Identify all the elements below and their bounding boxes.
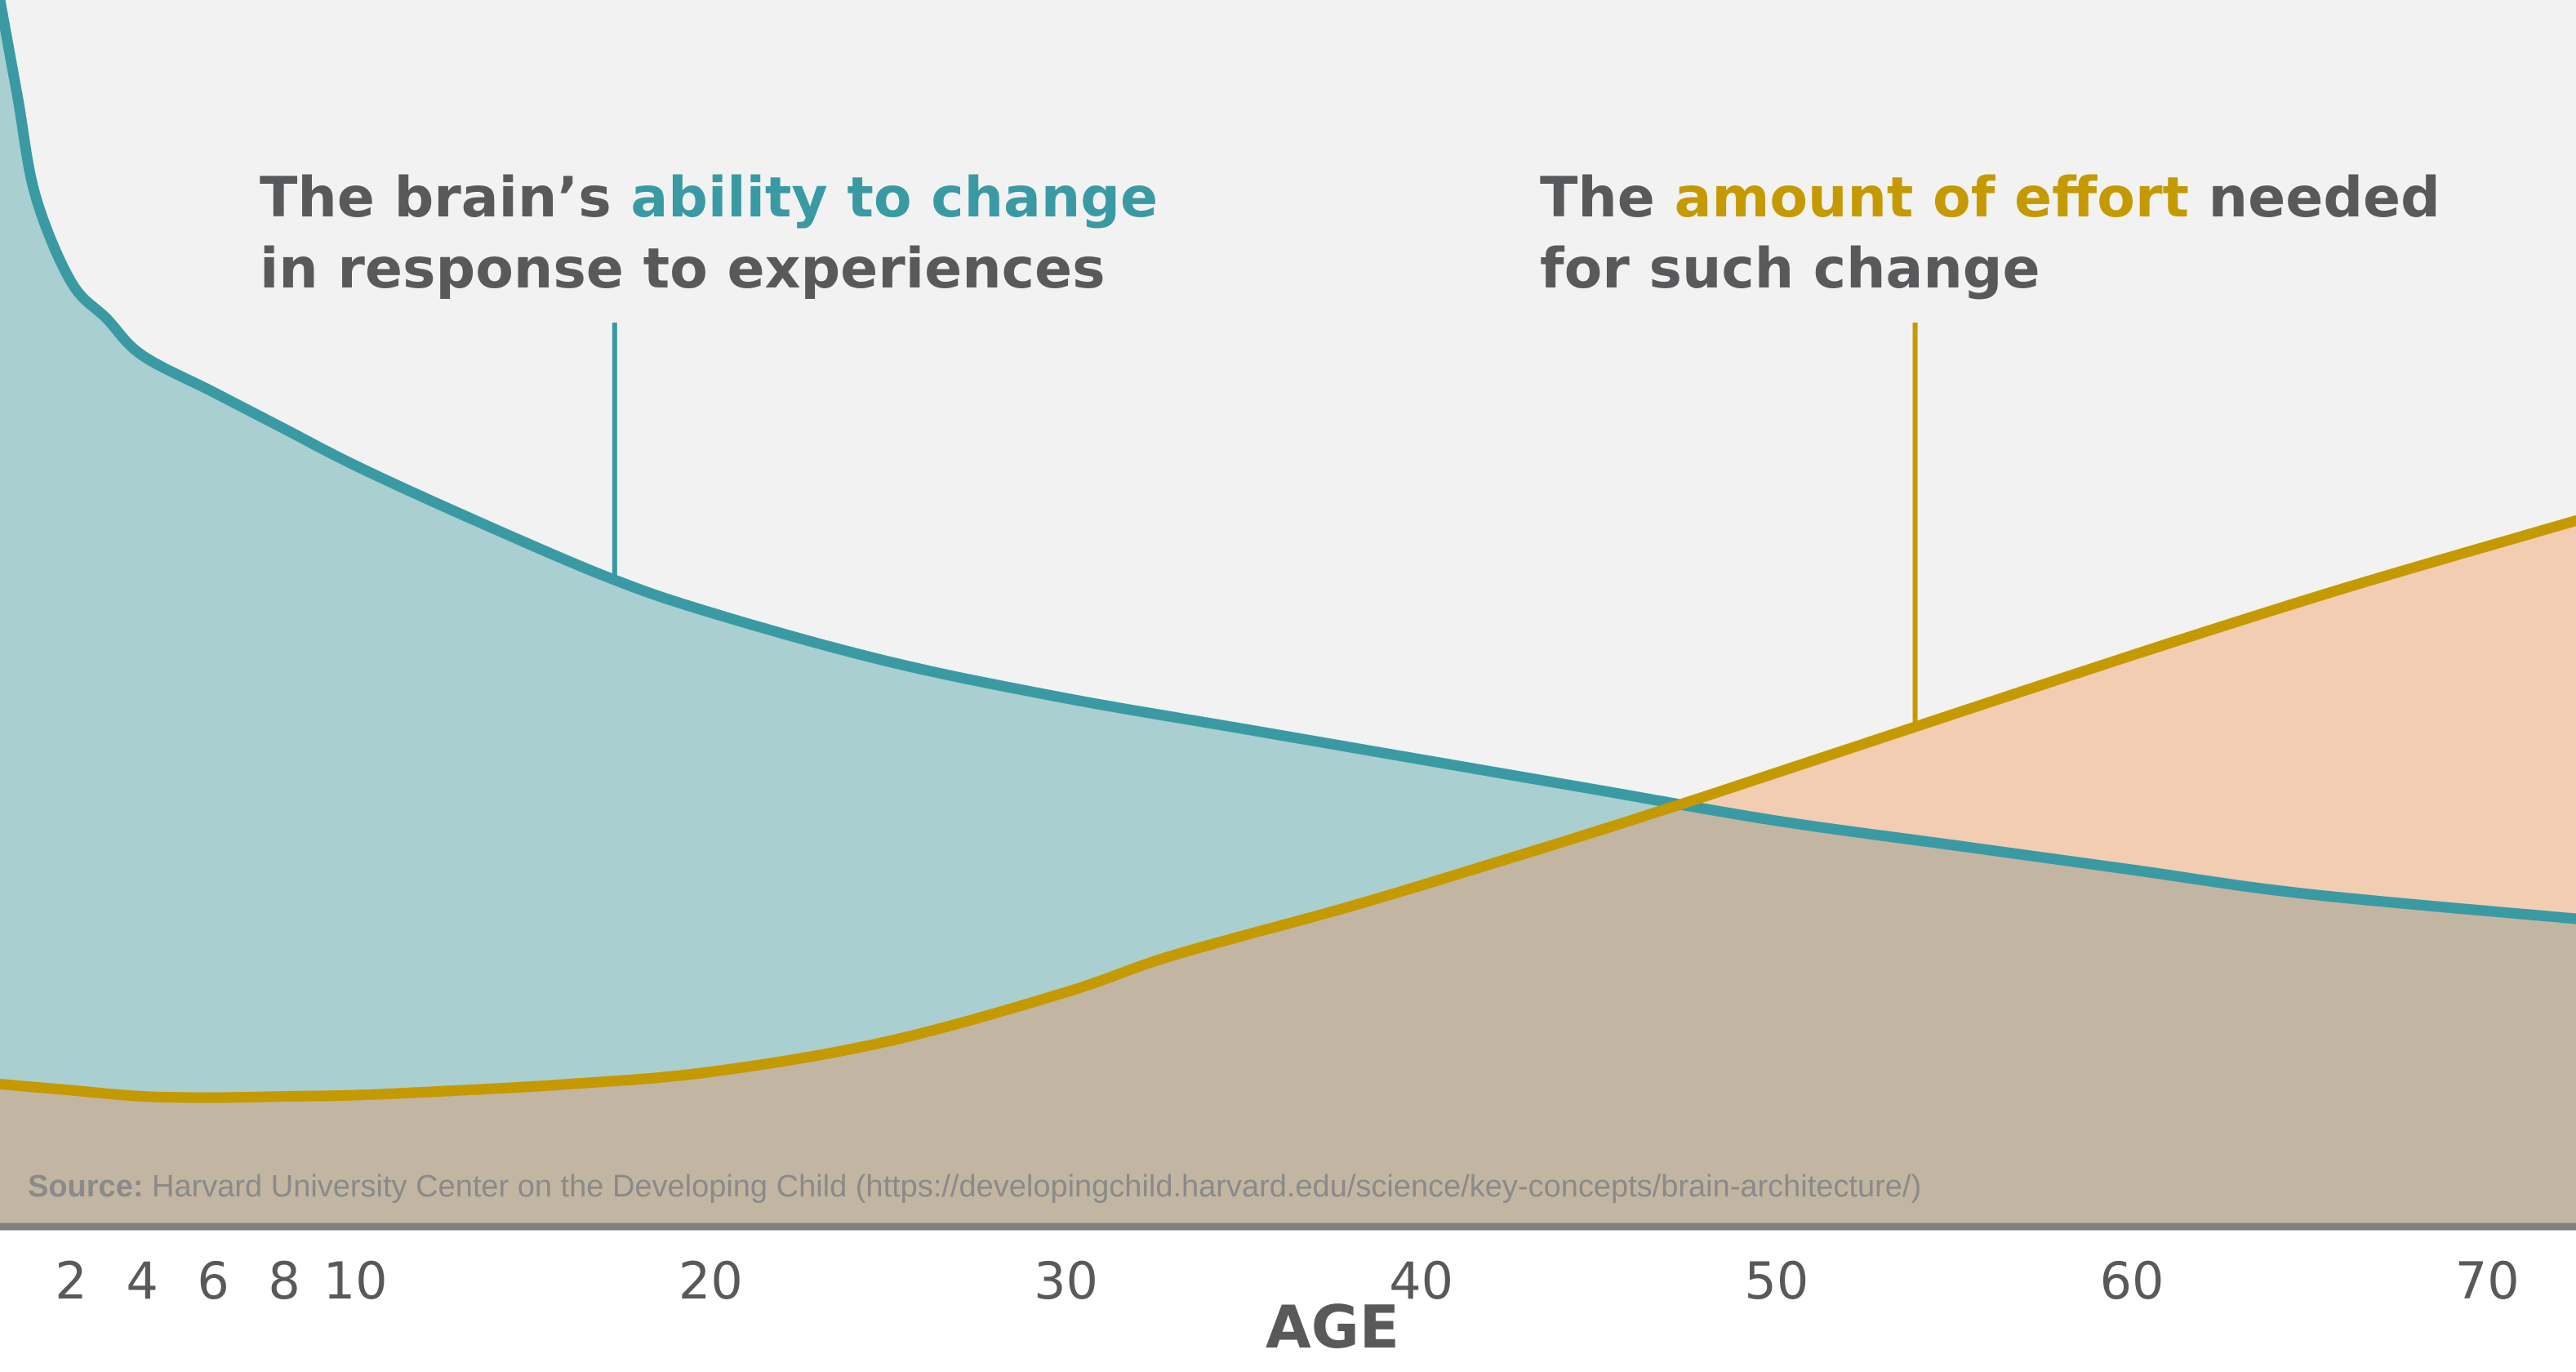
x-tick-label: 30	[1034, 1251, 1098, 1311]
x-tick-label: 60	[2100, 1251, 2164, 1311]
x-tick-label: 20	[678, 1251, 743, 1311]
ability-annotation-line1: The brain’s ability to change	[260, 166, 1158, 230]
effort-series-line	[0, 515, 2576, 1103]
x-tick-label: 40	[1389, 1251, 1453, 1311]
overlap-area	[0, 520, 2576, 1225]
x-tick-label: 2	[55, 1251, 87, 1311]
x-tick-labels: 2 4 6 8 10 20 30 40 50 60 70	[55, 1251, 2519, 1311]
x-tick-label: 8	[268, 1251, 300, 1311]
x-tick-label: 50	[1744, 1251, 1809, 1311]
source-label: Source:	[28, 1169, 143, 1204]
x-tick-label: 4	[126, 1251, 158, 1311]
effort-annotation-prefix: The	[1540, 166, 1675, 230]
effort-annotation-suffix: needed	[2189, 166, 2440, 230]
ability-annotation-highlight: ability to change	[630, 166, 1158, 230]
x-axis-label: AGE	[1266, 1293, 1399, 1361]
effort-annotation-line1: The amount of effort needed	[1540, 166, 2440, 230]
source-text: Harvard University Center on the Develop…	[143, 1169, 1921, 1204]
ability-series-line	[0, 0, 2576, 924]
source-note: Source: Harvard University Center on the…	[28, 1169, 1921, 1204]
x-tick-label: 10	[323, 1251, 388, 1311]
effort-annotation-highlight: amount of effort	[1675, 166, 2189, 230]
effort-annotation-line2: for such change	[1540, 237, 2040, 301]
x-tick-label: 70	[2455, 1251, 2520, 1311]
x-tick-label: 6	[197, 1251, 229, 1311]
ability-annotation-line2: in response to experiences	[260, 237, 1106, 301]
ability-annotation-prefix: The brain’s	[260, 166, 630, 230]
